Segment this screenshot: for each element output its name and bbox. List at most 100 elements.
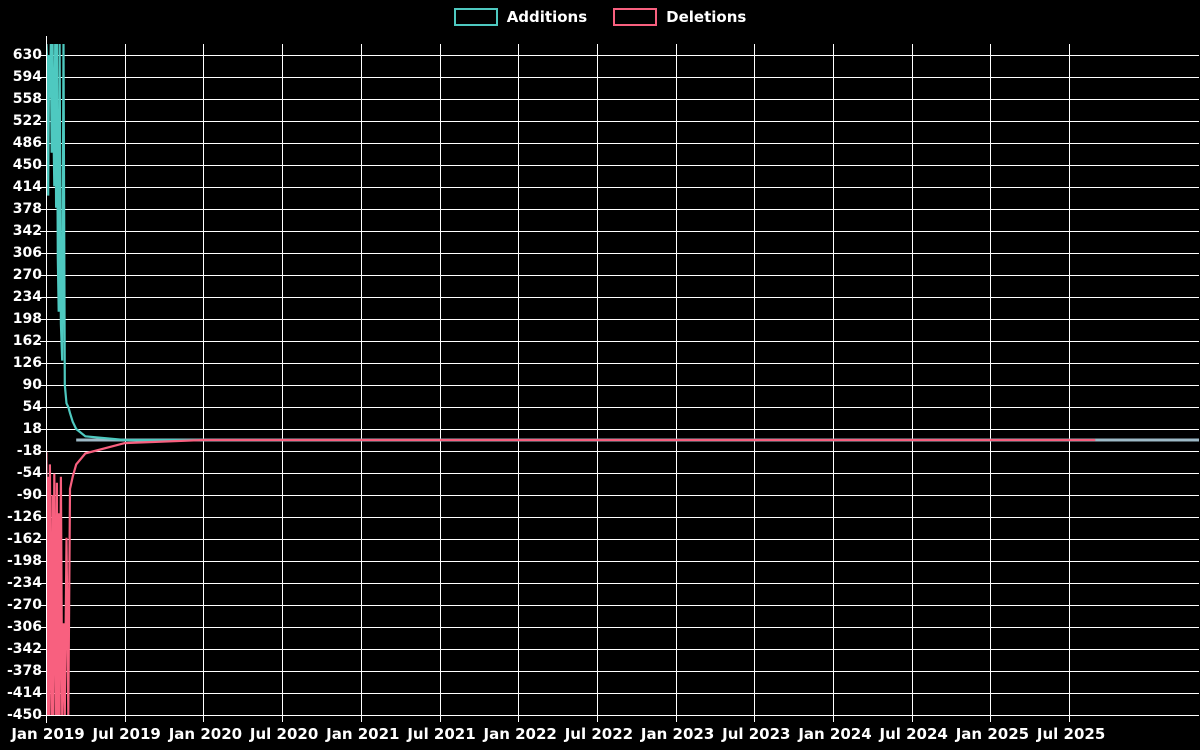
- y-tick-mark: [40, 231, 46, 232]
- y-tick-label: -162: [6, 531, 42, 547]
- y-tick-mark: [40, 407, 46, 408]
- x-tick-mark: [439, 715, 441, 722]
- gridline-vertical: [833, 44, 834, 715]
- gridline-vertical: [203, 44, 205, 715]
- y-tick-label: 630: [12, 47, 42, 63]
- legend-swatch-additions-icon: [453, 8, 498, 26]
- x-tick-mark: [596, 715, 598, 722]
- x-tick-mark: [282, 715, 284, 722]
- x-tick-mark: [360, 715, 362, 722]
- gridline-horizontal: [46, 165, 1199, 166]
- gridline-horizontal: [46, 297, 1199, 298]
- x-tick-label: Jan 2023: [640, 725, 715, 743]
- y-tick-label: -198: [6, 553, 42, 569]
- y-tick-label: 198: [12, 311, 42, 327]
- gridline-horizontal: [46, 561, 1199, 562]
- gridline-vertical: [282, 44, 284, 715]
- gridline-horizontal: [46, 319, 1199, 320]
- y-tick-mark: [40, 671, 46, 672]
- y-tick-mark: [40, 517, 46, 518]
- y-tick-label: -18: [16, 443, 42, 459]
- y-tick-mark: [40, 143, 46, 144]
- y-tick-mark: [40, 297, 46, 298]
- x-tick-label: Jul 2020: [249, 725, 319, 743]
- gridline-horizontal: [46, 627, 1199, 628]
- gridline-horizontal: [46, 363, 1199, 364]
- y-tick-mark: [40, 627, 46, 628]
- y-tick-mark: [40, 429, 46, 430]
- y-tick-mark: [40, 341, 46, 342]
- y-tick-label: 90: [22, 377, 42, 393]
- gridline-vertical: [675, 44, 677, 715]
- gridline-horizontal: [46, 539, 1199, 540]
- legend-label-deletions: Deletions: [666, 7, 747, 26]
- gridline-horizontal: [46, 55, 1199, 56]
- y-tick-mark: [40, 605, 46, 606]
- series-layer: [46, 44, 1199, 715]
- gridline-horizontal: [46, 209, 1199, 210]
- gridline-vertical: [439, 44, 441, 715]
- gridline-horizontal: [46, 385, 1199, 386]
- y-tick-mark: [40, 561, 46, 562]
- legend-entry-additions[interactable]: Additions: [453, 7, 588, 26]
- gridline-vertical: [1069, 44, 1071, 715]
- x-tick-label: Jul 2021: [407, 725, 476, 743]
- y-tick-label: -306: [6, 619, 42, 635]
- gridline-vertical: [596, 44, 598, 715]
- y-axis-line: [46, 36, 47, 723]
- y-tick-mark: [40, 253, 46, 254]
- gridline-horizontal: [46, 495, 1199, 496]
- gridline-horizontal: [46, 583, 1199, 584]
- y-tick-mark: [40, 451, 46, 452]
- gridline-horizontal: [46, 517, 1199, 518]
- y-tick-mark: [40, 473, 46, 474]
- x-tick-mark: [675, 715, 677, 722]
- y-tick-mark: [40, 209, 46, 210]
- gridline-horizontal: [46, 187, 1199, 188]
- x-tick-mark: [1069, 715, 1071, 722]
- y-tick-mark: [40, 99, 46, 100]
- y-tick-label: 18: [22, 421, 42, 437]
- y-tick-label: 342: [12, 223, 42, 239]
- y-tick-mark: [40, 495, 46, 496]
- y-tick-label: -90: [16, 487, 42, 503]
- y-tick-label: 414: [12, 179, 42, 195]
- y-tick-label: 270: [12, 267, 42, 283]
- y-tick-mark: [40, 121, 46, 122]
- gridline-vertical: [911, 44, 913, 715]
- gridline-horizontal: [46, 693, 1199, 694]
- y-tick-mark: [40, 77, 46, 78]
- y-tick-label: -234: [6, 575, 42, 591]
- x-tick-label: Jan 2025: [955, 725, 1030, 743]
- y-tick-mark: [40, 363, 46, 364]
- y-tick-label: 234: [12, 289, 42, 305]
- x-tick-label: Jan 2022: [483, 725, 557, 743]
- y-tick-mark: [40, 165, 46, 166]
- legend-entry-deletions[interactable]: Deletions: [613, 8, 746, 26]
- x-tick-mark: [124, 715, 126, 722]
- gridline-horizontal: [46, 99, 1199, 100]
- gridline-horizontal: [46, 275, 1199, 276]
- x-tick-label: Jan 2024: [798, 725, 872, 743]
- gridline-horizontal: [46, 407, 1199, 408]
- y-tick-mark: [40, 319, 46, 320]
- y-tick-label: -342: [6, 641, 42, 657]
- x-tick-label: Jul 2019: [92, 725, 161, 743]
- y-tick-mark: [40, 583, 46, 584]
- gridline-horizontal: [46, 341, 1199, 342]
- y-tick-label: 558: [12, 91, 42, 107]
- y-tick-mark: [40, 715, 46, 716]
- x-tick-label: Jan 2020: [168, 725, 243, 743]
- y-tick-label: 162: [12, 333, 42, 349]
- legend-label-additions: Additions: [506, 7, 588, 26]
- y-tick-mark: [40, 693, 46, 694]
- x-axis-line: [40, 715, 1199, 716]
- gridline-horizontal: [46, 473, 1199, 474]
- y-tick-mark: [40, 275, 46, 276]
- gridline-horizontal: [46, 451, 1199, 452]
- gridline-horizontal: [46, 429, 1199, 430]
- series-line-additions: [46, 44, 1096, 442]
- x-tick-label: Jan 2021: [326, 725, 400, 743]
- gridline-horizontal: [46, 649, 1199, 650]
